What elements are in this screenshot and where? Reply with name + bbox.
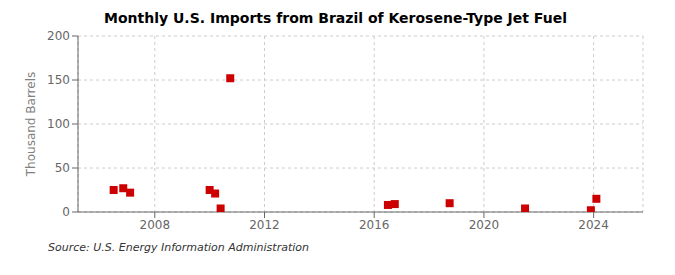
html-text:Source: U.S. Energy Informatio: Source: U.S. Energy Information Administ…	[48, 241, 309, 254]
svg-text:2012: 2012	[249, 218, 280, 232]
svg-text:100: 100	[47, 117, 70, 131]
svg-text:2024: 2024	[578, 218, 609, 232]
svg-text:150: 150	[47, 73, 70, 87]
svg-text:2008: 2008	[140, 218, 171, 232]
svg-text:0: 0	[62, 205, 70, 219]
svg-text:200: 200	[47, 29, 70, 43]
svg-text:2016: 2016	[359, 218, 390, 232]
svg-text:2020: 2020	[469, 218, 500, 232]
html-text:Monthly U.S. Imports from Braz: Monthly U.S. Imports from Brazil of Kero…	[104, 10, 567, 26]
svg-text:Thousand Barrels: Thousand Barrels	[24, 72, 38, 177]
svg-text:50: 50	[55, 161, 70, 175]
